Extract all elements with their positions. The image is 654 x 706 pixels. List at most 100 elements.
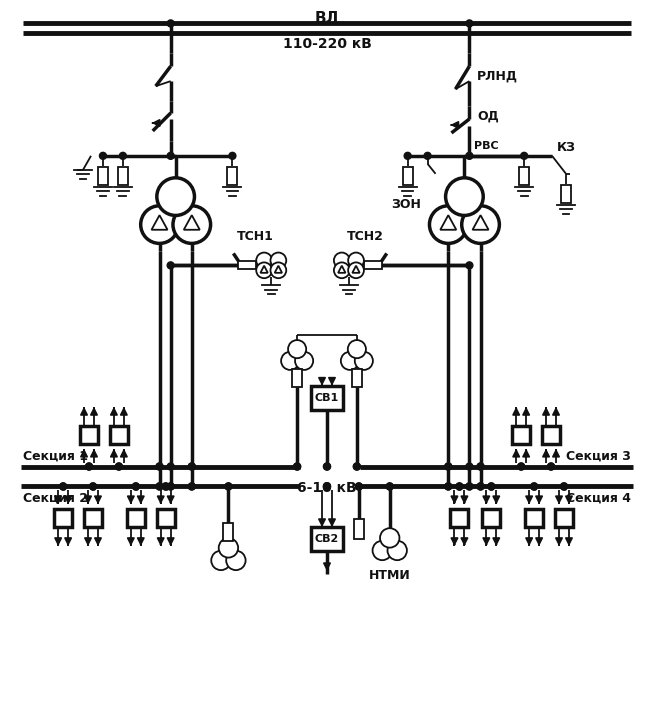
Text: ОД: ОД bbox=[477, 109, 499, 123]
Text: НТМИ: НТМИ bbox=[369, 569, 411, 582]
Text: ТСН1: ТСН1 bbox=[237, 230, 274, 244]
Text: КЗ: КЗ bbox=[557, 141, 576, 155]
Circle shape bbox=[334, 263, 350, 278]
Circle shape bbox=[167, 152, 174, 160]
Bar bbox=[525, 509, 543, 527]
Circle shape bbox=[348, 340, 366, 358]
Circle shape bbox=[355, 483, 362, 490]
Text: Секция 2: Секция 2 bbox=[24, 491, 88, 504]
Text: Секция 4: Секция 4 bbox=[566, 491, 630, 504]
Circle shape bbox=[271, 253, 286, 268]
Polygon shape bbox=[152, 215, 167, 229]
Circle shape bbox=[120, 152, 126, 160]
Circle shape bbox=[387, 483, 393, 490]
Circle shape bbox=[225, 483, 232, 490]
Circle shape bbox=[256, 253, 272, 268]
Polygon shape bbox=[260, 265, 267, 273]
Circle shape bbox=[167, 20, 174, 27]
Circle shape bbox=[167, 262, 174, 269]
Circle shape bbox=[188, 483, 196, 490]
Circle shape bbox=[466, 463, 473, 470]
Bar bbox=[555, 509, 573, 527]
Circle shape bbox=[60, 483, 67, 490]
Circle shape bbox=[90, 483, 97, 490]
Circle shape bbox=[348, 263, 364, 278]
Circle shape bbox=[324, 483, 330, 490]
Text: СВ1: СВ1 bbox=[315, 393, 339, 403]
Circle shape bbox=[86, 463, 92, 470]
Bar bbox=[84, 509, 102, 527]
Circle shape bbox=[560, 483, 568, 490]
Circle shape bbox=[477, 483, 484, 490]
Polygon shape bbox=[440, 215, 456, 229]
Circle shape bbox=[162, 483, 169, 490]
Text: 110-220 кВ: 110-220 кВ bbox=[283, 37, 371, 52]
Circle shape bbox=[86, 463, 92, 470]
Circle shape bbox=[294, 463, 301, 470]
Circle shape bbox=[167, 483, 174, 490]
Circle shape bbox=[353, 463, 360, 470]
Bar bbox=[542, 426, 560, 443]
Text: ЗОН: ЗОН bbox=[390, 198, 421, 210]
Circle shape bbox=[99, 152, 107, 160]
Bar bbox=[451, 509, 468, 527]
Circle shape bbox=[218, 538, 238, 558]
Circle shape bbox=[141, 205, 179, 244]
Circle shape bbox=[226, 551, 246, 570]
Polygon shape bbox=[338, 265, 345, 273]
Circle shape bbox=[281, 352, 300, 370]
Circle shape bbox=[380, 528, 400, 548]
Circle shape bbox=[115, 463, 122, 470]
Circle shape bbox=[288, 340, 306, 358]
Bar bbox=[228, 167, 237, 185]
Circle shape bbox=[162, 483, 169, 490]
Polygon shape bbox=[473, 215, 489, 229]
Circle shape bbox=[188, 483, 196, 490]
Polygon shape bbox=[184, 215, 199, 229]
Bar bbox=[118, 167, 128, 185]
Circle shape bbox=[132, 483, 139, 490]
Text: РВС: РВС bbox=[474, 141, 499, 151]
Circle shape bbox=[547, 463, 555, 470]
Text: ТСН2: ТСН2 bbox=[347, 230, 383, 244]
Circle shape bbox=[387, 483, 393, 490]
Circle shape bbox=[518, 463, 525, 470]
Text: 6-10 кВ: 6-10 кВ bbox=[297, 481, 357, 496]
Circle shape bbox=[341, 352, 359, 370]
Bar bbox=[364, 261, 382, 270]
Circle shape bbox=[324, 483, 330, 490]
Circle shape bbox=[90, 483, 97, 490]
Polygon shape bbox=[275, 265, 282, 273]
Circle shape bbox=[430, 205, 467, 244]
Bar bbox=[483, 509, 500, 527]
Text: Секция 3: Секция 3 bbox=[566, 450, 630, 462]
Circle shape bbox=[477, 483, 484, 490]
Circle shape bbox=[229, 152, 236, 160]
Circle shape bbox=[530, 483, 538, 490]
Bar bbox=[403, 167, 413, 185]
Polygon shape bbox=[353, 265, 360, 273]
Text: СВ2: СВ2 bbox=[315, 534, 339, 544]
Circle shape bbox=[334, 253, 350, 268]
Text: РЛНД: РЛНД bbox=[477, 70, 519, 83]
Bar bbox=[561, 185, 571, 203]
Text: ВЛ: ВЛ bbox=[315, 11, 339, 26]
Circle shape bbox=[462, 205, 500, 244]
Text: Секция 1: Секция 1 bbox=[24, 450, 88, 462]
Circle shape bbox=[324, 463, 330, 470]
Circle shape bbox=[466, 152, 473, 160]
Circle shape bbox=[445, 483, 452, 490]
Bar bbox=[512, 426, 530, 443]
Circle shape bbox=[456, 483, 463, 490]
Circle shape bbox=[387, 541, 407, 560]
Circle shape bbox=[225, 483, 232, 490]
Circle shape bbox=[404, 152, 411, 160]
Circle shape bbox=[295, 352, 313, 370]
Bar bbox=[292, 369, 302, 387]
Bar bbox=[238, 261, 256, 270]
Circle shape bbox=[156, 483, 163, 490]
Circle shape bbox=[348, 253, 364, 268]
Bar bbox=[80, 426, 98, 443]
Circle shape bbox=[477, 463, 484, 470]
Circle shape bbox=[271, 263, 286, 278]
